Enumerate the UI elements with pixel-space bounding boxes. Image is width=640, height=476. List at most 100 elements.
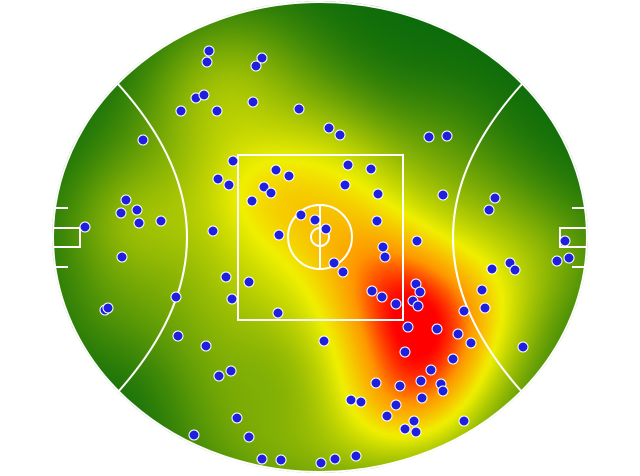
- scatter-point: [559, 235, 571, 247]
- scatter-point: [272, 307, 284, 319]
- scatter-point: [226, 293, 238, 305]
- scatter-point: [372, 188, 384, 200]
- scatter-point: [201, 56, 213, 68]
- scatter-point: [365, 163, 377, 175]
- scatter-point: [402, 321, 414, 333]
- scatter-point: [79, 221, 91, 233]
- scatter-point: [211, 105, 223, 117]
- scatter-point: [489, 192, 501, 204]
- scatter-point: [102, 302, 114, 314]
- scatter-point: [323, 122, 335, 134]
- scatter-point: [247, 96, 259, 108]
- scatter-point: [394, 380, 406, 392]
- scatter-point: [137, 134, 149, 146]
- scatter-point: [223, 179, 235, 191]
- scatter-point: [250, 60, 262, 72]
- scatter-point: [258, 181, 270, 193]
- scatter-point: [198, 89, 210, 101]
- scatter-point: [309, 214, 321, 226]
- scatter-point: [479, 302, 491, 314]
- scatter-point: [437, 189, 449, 201]
- scatter-point: [551, 255, 563, 267]
- scatter-point: [207, 225, 219, 237]
- scatter-point: [131, 204, 143, 216]
- scatter-point: [465, 337, 477, 349]
- scatter-point: [243, 276, 255, 288]
- scatter-point: [283, 170, 295, 182]
- scatter-point: [416, 392, 428, 404]
- scatter-point: [412, 300, 424, 312]
- boundary-line: [52, 1, 588, 473]
- scatter-point: [452, 328, 464, 340]
- scatter-point: [509, 264, 521, 276]
- scatter-point: [414, 286, 426, 298]
- scatter-point: [390, 399, 402, 411]
- scatter-point: [458, 415, 470, 427]
- scatter-point: [390, 298, 402, 310]
- scatter-point: [425, 364, 437, 376]
- scatter-point: [431, 323, 443, 335]
- scatter-point: [379, 251, 391, 263]
- scatter-point: [458, 305, 470, 317]
- scatter-point: [410, 426, 422, 438]
- scatter-point: [408, 415, 420, 427]
- scatter-point: [441, 130, 453, 142]
- scatter-point: [220, 271, 232, 283]
- scatter-point: [318, 335, 330, 347]
- scatter-point: [265, 187, 277, 199]
- scatter-point: [486, 263, 498, 275]
- fifty-arc-left: [117, 83, 188, 393]
- scatter-point: [415, 375, 427, 387]
- scatter-point: [517, 341, 529, 353]
- scatter-point: [350, 450, 362, 462]
- scatter-point: [115, 207, 127, 219]
- scatter-point: [366, 285, 378, 297]
- goal-square-left: [53, 227, 81, 248]
- scatter-point: [381, 410, 393, 422]
- scatter-point: [120, 194, 132, 206]
- scatter-point: [342, 159, 354, 171]
- scatter-point: [563, 252, 575, 264]
- scatter-point: [293, 103, 305, 115]
- scatter-point: [243, 431, 255, 443]
- goal-square-right: [559, 227, 587, 248]
- scatter-point: [399, 346, 411, 358]
- scatter-point: [256, 453, 268, 465]
- scatter-point: [328, 257, 340, 269]
- scatter-point: [370, 377, 382, 389]
- centre-square: [237, 154, 404, 321]
- scatter-point: [116, 251, 128, 263]
- scatter-point: [155, 215, 167, 227]
- scatter-point: [227, 155, 239, 167]
- scatter-point: [295, 209, 307, 221]
- scatter-point: [320, 223, 332, 235]
- scatter-point: [273, 229, 285, 241]
- scatter-point: [270, 164, 282, 176]
- scatter-point: [200, 340, 212, 352]
- scatter-point: [315, 457, 327, 469]
- data-points: [79, 45, 575, 469]
- scatter-point: [225, 365, 237, 377]
- scatter-point: [376, 291, 388, 303]
- scatter-point: [329, 453, 341, 465]
- scatter-point: [256, 52, 268, 64]
- fifty-arc-right: [452, 83, 523, 393]
- scatter-point: [188, 429, 200, 441]
- scatter-point: [437, 385, 449, 397]
- scatter-point: [339, 179, 351, 191]
- scatter-point: [483, 204, 495, 216]
- scatter-point: [213, 370, 225, 382]
- scatter-point: [170, 291, 182, 303]
- scatter-point: [345, 394, 357, 406]
- scatter-point: [476, 284, 488, 296]
- scatter-point: [212, 173, 224, 185]
- goal-lines-right: [572, 207, 587, 268]
- scatter-point: [175, 105, 187, 117]
- field-markings: [52, 1, 588, 473]
- scatter-point: [231, 412, 243, 424]
- scatter-point: [275, 454, 287, 466]
- scatter-point: [377, 241, 389, 253]
- scatter-point: [411, 235, 423, 247]
- goal-lines-left: [53, 207, 68, 268]
